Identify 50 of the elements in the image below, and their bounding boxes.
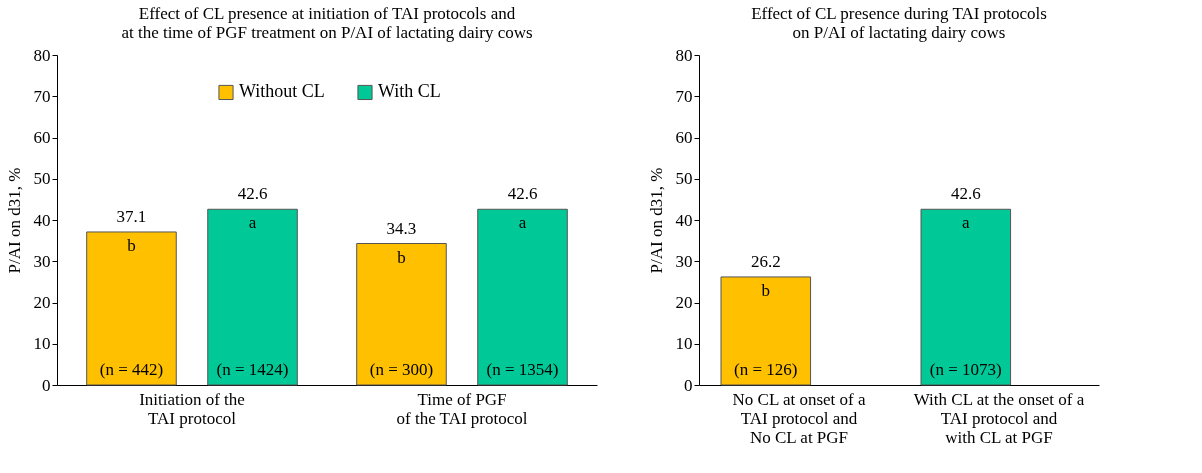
y-tick-label: 60 xyxy=(33,128,51,147)
annotation: (n = 442) xyxy=(99,360,164,379)
legend-label: Without CL xyxy=(239,81,325,102)
annotation: b xyxy=(397,247,406,267)
annotation: (n = 1354) xyxy=(486,360,559,379)
y-tick-label: 30 xyxy=(675,251,693,271)
data-label: 26.2 xyxy=(750,251,781,271)
y-tick-label: 10 xyxy=(33,334,51,354)
data-label: 42.6 xyxy=(507,184,538,204)
data-label: 37.1 xyxy=(116,206,147,226)
y-tick-label: 70 xyxy=(675,86,693,106)
bar xyxy=(356,243,447,386)
data-label: 42.6 xyxy=(237,184,268,204)
x-tick-label: With CL at the onset of a TAI protocol and with CL at PGF xyxy=(913,389,1085,447)
annotation: a xyxy=(518,213,527,233)
y-tick-label: 50 xyxy=(675,169,693,189)
annotation: a xyxy=(248,213,257,233)
annotation: b xyxy=(127,235,136,255)
y-tick-label: 80 xyxy=(33,45,51,65)
y-tick-label: 40 xyxy=(675,210,693,230)
annotation: b xyxy=(761,280,771,300)
y-tick-label: 70 xyxy=(33,86,51,106)
y-tick-label: 0 xyxy=(42,375,51,395)
annotation: (n = 126) xyxy=(734,360,798,379)
x-tick-label: No CL at onset of a TAI protocol and No CL at PGF xyxy=(732,389,866,447)
annotation: a xyxy=(962,213,971,233)
y-tick-label: 50 xyxy=(33,169,51,189)
y-tick-label: 0 xyxy=(684,375,693,395)
annotation: (n = 1424) xyxy=(216,360,289,379)
data-label: 34.3 xyxy=(386,218,417,238)
y-tick-label: 80 xyxy=(675,45,693,65)
chart-title: Effect of CL presence at initiation of TAI protocols and at the time of PGF treatment on P/AI of lactating dairy cows xyxy=(121,4,533,42)
x-tick-label: Initiation of the TAI protocol xyxy=(139,389,245,428)
data-label: 42.6 xyxy=(950,184,981,204)
bar xyxy=(207,208,298,386)
y-tick-label: 20 xyxy=(675,293,693,312)
annotation: (n = 300) xyxy=(369,360,434,379)
bar xyxy=(477,208,568,386)
y-tick-label: 10 xyxy=(675,334,693,354)
y-axis-title: P/AI on d31, % xyxy=(646,167,666,274)
y-tick-label: 40 xyxy=(33,210,51,230)
legend-label: With CL xyxy=(378,81,441,102)
x-tick-label: Time of PGF of the TAI protocol xyxy=(396,389,528,428)
y-axis-title: P/AI on d31, % xyxy=(4,167,24,274)
bar xyxy=(86,231,177,386)
annotation: (n = 1073) xyxy=(929,360,1002,379)
y-tick-label: 30 xyxy=(33,251,51,271)
y-tick-label: 60 xyxy=(675,128,693,147)
chart-title: Effect of CL presence during TAI protocols on P/AI of lactating dairy cows xyxy=(751,4,1047,42)
y-tick-label: 20 xyxy=(33,293,51,312)
